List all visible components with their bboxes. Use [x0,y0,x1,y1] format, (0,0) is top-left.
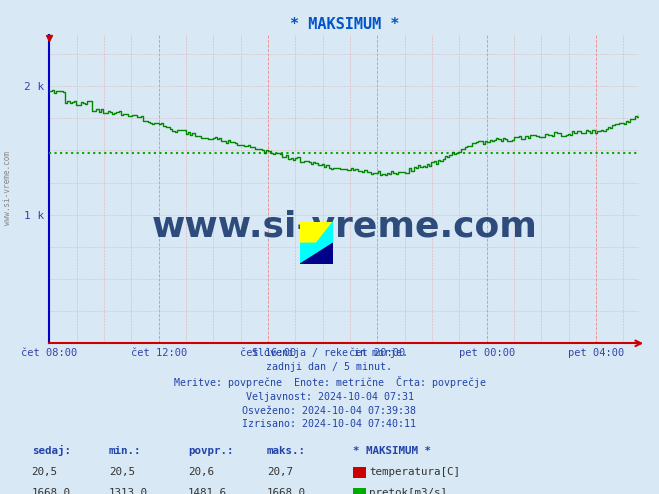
Text: 20,5: 20,5 [32,467,57,477]
Title: * MAKSIMUM *: * MAKSIMUM * [289,17,399,32]
Text: 20,5: 20,5 [109,467,134,477]
Text: www.si-vreme.com: www.si-vreme.com [3,151,13,225]
Polygon shape [300,222,333,264]
Text: www.si-vreme.com: www.si-vreme.com [152,209,537,243]
Polygon shape [300,244,333,264]
Text: temperatura[C]: temperatura[C] [369,467,460,477]
Text: povpr.:: povpr.: [188,447,233,456]
Text: pretok[m3/s]: pretok[m3/s] [369,488,447,494]
Text: 1313,0: 1313,0 [109,488,148,494]
Text: Slovenija / reke in morje.
zadnji dan / 5 minut.
Meritve: povprečne  Enote: metr: Slovenija / reke in morje. zadnji dan / … [173,348,486,429]
Text: min.:: min.: [109,447,141,456]
Polygon shape [300,222,333,244]
Text: * MAKSIMUM *: * MAKSIMUM * [353,447,430,456]
Text: 20,6: 20,6 [188,467,214,477]
Text: sedaj:: sedaj: [32,446,71,456]
Text: 1481,6: 1481,6 [188,488,227,494]
Text: 1668,0: 1668,0 [32,488,71,494]
Text: 20,7: 20,7 [267,467,293,477]
Text: maks.:: maks.: [267,447,306,456]
Text: 1668,0: 1668,0 [267,488,306,494]
